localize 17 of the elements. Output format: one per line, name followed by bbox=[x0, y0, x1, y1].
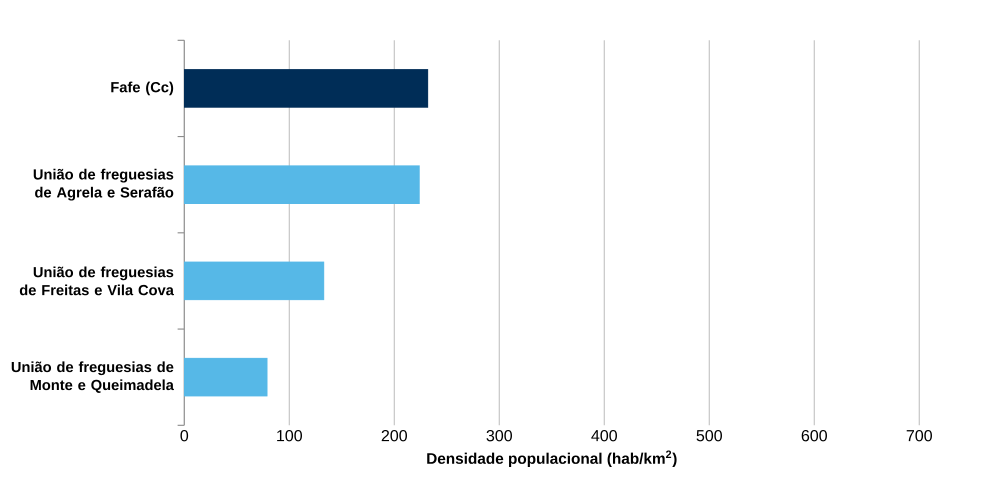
x-tick-label: 700 bbox=[906, 430, 932, 442]
bar bbox=[184, 358, 268, 396]
x-tick-label: 100 bbox=[277, 430, 302, 442]
bar bbox=[184, 262, 324, 300]
x-tick-label: 400 bbox=[591, 430, 617, 442]
x-tick-label: 600 bbox=[802, 430, 827, 442]
bar bbox=[184, 165, 420, 204]
bar bbox=[184, 69, 428, 108]
x-tick-label: 300 bbox=[486, 430, 512, 442]
x-tick-label: 0 bbox=[180, 430, 188, 442]
x-tick-label: 200 bbox=[382, 430, 407, 442]
y-tick-label: União de freguesias de Monte e Queimadela bbox=[12, 361, 174, 393]
y-tick-label: União de freguesias de Freitas e Vila Cova bbox=[20, 266, 174, 296]
x-axis-title: Densidade populacional (hab/km$^{2}$) bbox=[427, 450, 677, 467]
y-tick-label: Fafe (Cc) bbox=[111, 82, 174, 96]
y-tick-label: União de freguesias de Agrela e Serafão bbox=[34, 168, 174, 201]
x-tick-label: 500 bbox=[696, 430, 722, 442]
